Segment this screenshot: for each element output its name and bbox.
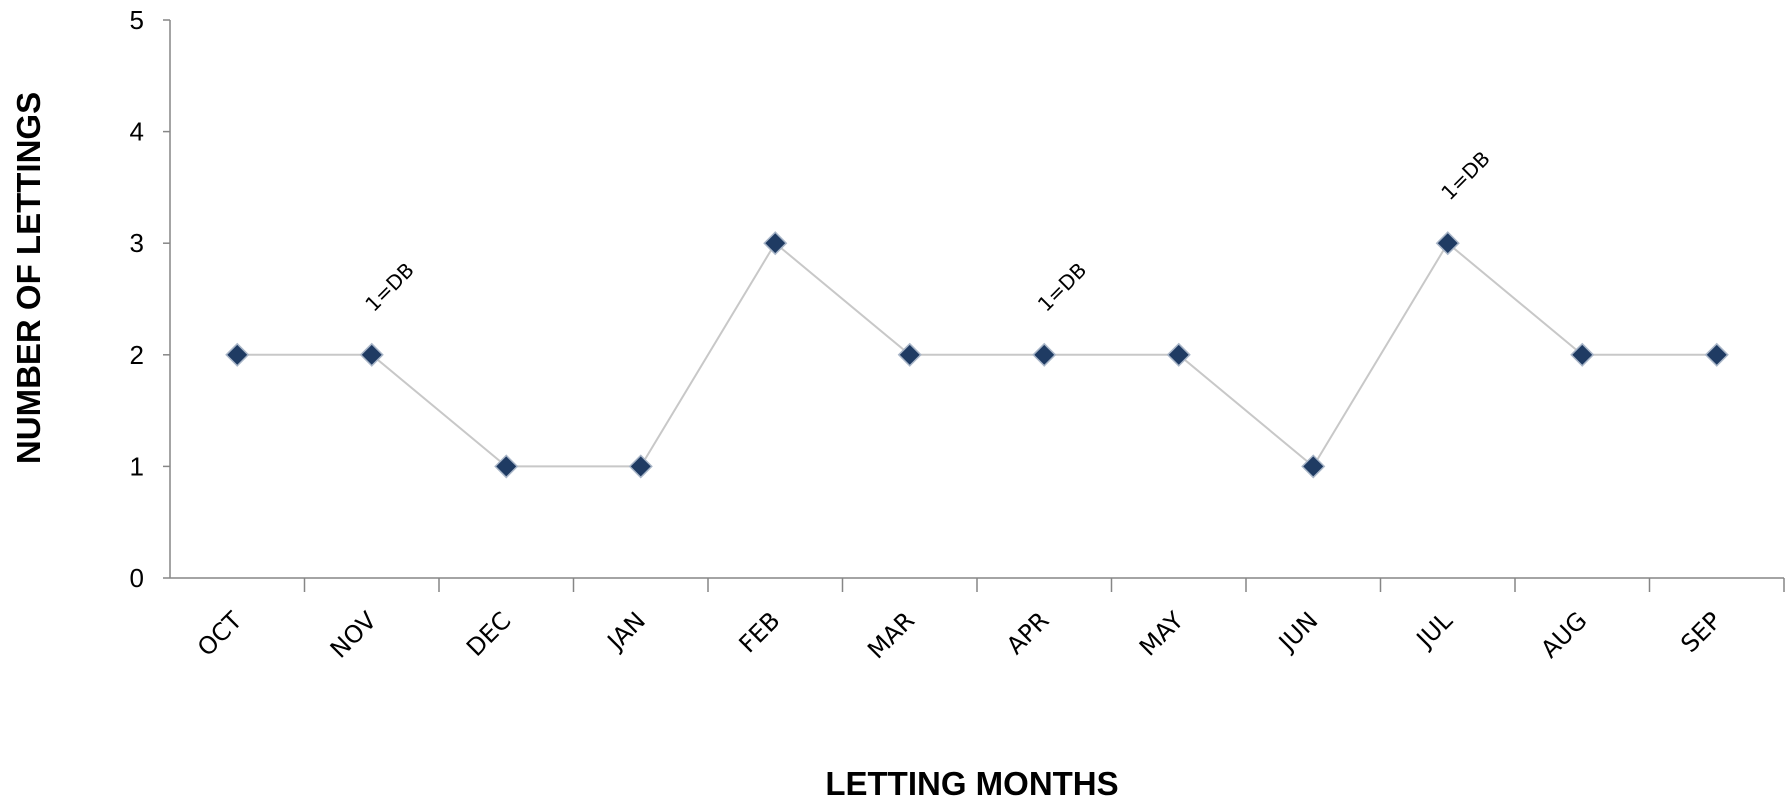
data-point [494,454,519,479]
chart-axes [169,20,1784,579]
x-tick-label: DEC [461,606,516,661]
x-tick-label: JAN [601,606,651,656]
series-group [225,231,1729,479]
x-tick-label: AUG [1536,606,1593,663]
point-annotation: 1=DB [360,258,418,316]
y-tick-label: 5 [130,5,144,35]
y-tick-label: 3 [130,228,144,258]
point-annotation: 1=DB [1436,146,1494,204]
data-point [1032,342,1057,367]
data-point [628,454,653,479]
annotation-group: 1=DB 1=DB 1=DB [360,146,1494,316]
data-point [359,342,384,367]
y-tick-label: 1 [130,451,144,481]
x-axis-ticks: OCT NOV DEC JAN FEB MAR APR MAY JUN JUL AUG SEP [192,578,1785,664]
x-axis-title: LETTING MONTHS [825,765,1118,802]
y-axis-title: NUMBER OF LETTINGS [10,92,47,464]
x-tick-label: MAR [862,606,920,664]
series-line [237,241,1717,468]
x-tick-label: APR [1001,606,1054,659]
data-point [1704,342,1729,367]
data-point [1301,454,1326,479]
x-tick-label: MAY [1134,606,1189,661]
data-point [897,342,922,367]
x-tick-label: FEB [734,606,786,658]
data-point [1166,342,1191,367]
y-tick-label: 2 [130,340,144,370]
point-annotation: 1=DB [1033,258,1091,316]
x-tick-label: JUN [1272,606,1323,657]
x-tick-label: JUL [1410,606,1459,655]
data-point [225,342,250,367]
data-point [1435,231,1460,256]
data-point [1570,342,1595,367]
x-tick-label: NOV [325,606,383,664]
y-axis-ticks: 0 1 2 3 4 5 [130,5,170,593]
y-tick-label: 4 [130,117,144,147]
x-tick-label: OCT [192,606,248,662]
x-tick-label: SEP [1675,606,1727,658]
y-tick-label: 0 [130,563,144,593]
data-point [763,231,788,256]
